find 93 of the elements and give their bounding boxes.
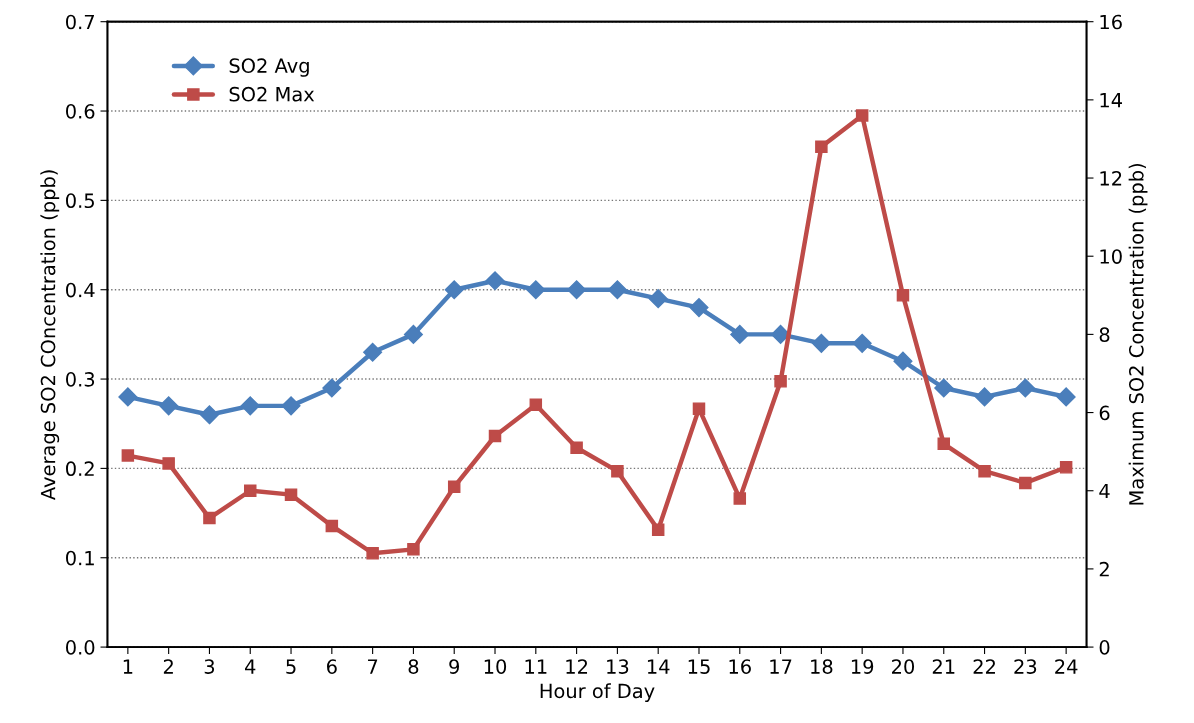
y-tick-label: 0.1 bbox=[66, 550, 94, 566]
x-tick-label: 11 bbox=[525, 659, 547, 674]
x-tick-label: 9 bbox=[449, 659, 460, 674]
point bbox=[407, 543, 420, 556]
x-tick-label: 17 bbox=[770, 659, 792, 674]
point bbox=[978, 464, 991, 478]
x-tick-label: 10 bbox=[484, 659, 507, 674]
point bbox=[934, 378, 954, 398]
point bbox=[692, 402, 706, 415]
point bbox=[281, 396, 301, 416]
x-tick-label: 3 bbox=[204, 659, 215, 674]
point bbox=[485, 271, 505, 291]
point bbox=[811, 333, 831, 353]
point bbox=[366, 547, 379, 560]
point bbox=[774, 375, 787, 388]
x-tick-label: 1 bbox=[123, 659, 133, 674]
legend-label: SO2 Avg bbox=[229, 58, 309, 77]
point bbox=[651, 523, 665, 537]
point bbox=[403, 324, 423, 344]
x-tick-label: 14 bbox=[647, 659, 670, 674]
point bbox=[488, 429, 502, 443]
point bbox=[648, 289, 668, 309]
y2-axis-title: Maximum SO2 Concentration (ppb) bbox=[1128, 164, 1148, 505]
x-tick-label: 21 bbox=[932, 659, 955, 674]
point bbox=[815, 140, 828, 154]
point bbox=[284, 488, 298, 501]
point bbox=[937, 437, 951, 451]
legend-label: SO2 Max bbox=[229, 86, 315, 102]
y2-tick-label: 16 bbox=[1100, 14, 1122, 30]
point bbox=[689, 298, 709, 318]
point bbox=[975, 387, 995, 407]
y-axis-title: Average SO2 COncentration (ppb) bbox=[40, 170, 60, 501]
point bbox=[1059, 461, 1073, 474]
point bbox=[363, 342, 383, 362]
point bbox=[607, 280, 627, 300]
y-tick-label: 0.4 bbox=[66, 282, 95, 298]
y2-tick-label: 6 bbox=[1099, 405, 1110, 421]
y2-tick-label: 4 bbox=[1099, 483, 1110, 499]
x-tick-label: 18 bbox=[811, 659, 833, 674]
point bbox=[896, 289, 910, 302]
y2-tick-label: 14 bbox=[1100, 93, 1122, 108]
x-tick-label: 4 bbox=[245, 659, 256, 674]
point bbox=[1019, 476, 1032, 490]
point bbox=[893, 351, 913, 371]
point bbox=[529, 398, 543, 411]
point bbox=[322, 378, 342, 398]
y2-tick-label: 8 bbox=[1099, 327, 1110, 343]
x-tick-label: 16 bbox=[729, 659, 751, 674]
x-tick-label: 8 bbox=[408, 659, 419, 674]
point bbox=[570, 441, 583, 454]
point bbox=[162, 457, 175, 470]
point bbox=[325, 519, 339, 533]
point bbox=[240, 396, 260, 416]
x-tick-label: 22 bbox=[973, 659, 995, 674]
point bbox=[526, 280, 546, 300]
x-tick-label: 12 bbox=[566, 659, 588, 674]
y2-tick-label: 0 bbox=[1099, 640, 1110, 655]
point bbox=[121, 449, 135, 462]
y2-tick-label: 12 bbox=[1100, 170, 1122, 186]
point bbox=[203, 511, 216, 525]
point bbox=[567, 280, 587, 300]
x-tick-label: 24 bbox=[1055, 659, 1078, 674]
y-tick-label: 0.2 bbox=[66, 461, 94, 477]
x-tick-label: 6 bbox=[327, 659, 337, 674]
point bbox=[730, 324, 750, 344]
x-tick-label: 20 bbox=[892, 659, 915, 674]
x-tick-label: 2 bbox=[163, 659, 173, 674]
point bbox=[1015, 378, 1035, 398]
point bbox=[852, 333, 872, 353]
x-tick-label: 15 bbox=[688, 659, 710, 674]
point bbox=[118, 387, 138, 407]
y-tick-label: 0.5 bbox=[66, 193, 94, 209]
point bbox=[243, 484, 257, 497]
x-tick-label: 7 bbox=[368, 659, 378, 674]
point bbox=[611, 464, 624, 478]
point bbox=[733, 492, 747, 505]
x-tick-label: 23 bbox=[1014, 659, 1037, 674]
y-tick-label: 0.7 bbox=[66, 14, 94, 30]
y2-tick-label: 10 bbox=[1100, 249, 1122, 264]
point bbox=[444, 280, 464, 300]
y2-tick-label: 2 bbox=[1099, 561, 1109, 577]
point bbox=[447, 480, 461, 494]
point bbox=[1056, 387, 1076, 407]
y-tick-label: 0.3 bbox=[66, 372, 95, 387]
point bbox=[159, 396, 179, 416]
x-tick-label: 5 bbox=[286, 659, 296, 674]
y-tick-label: 0.6 bbox=[66, 103, 95, 119]
x-tick-label: 19 bbox=[851, 659, 874, 674]
point bbox=[199, 405, 219, 425]
x-axis-title: Hour of Day bbox=[540, 683, 655, 703]
x-tick-label: 13 bbox=[607, 659, 629, 674]
point bbox=[855, 109, 869, 122]
y-tick-label: 0.0 bbox=[66, 640, 95, 655]
